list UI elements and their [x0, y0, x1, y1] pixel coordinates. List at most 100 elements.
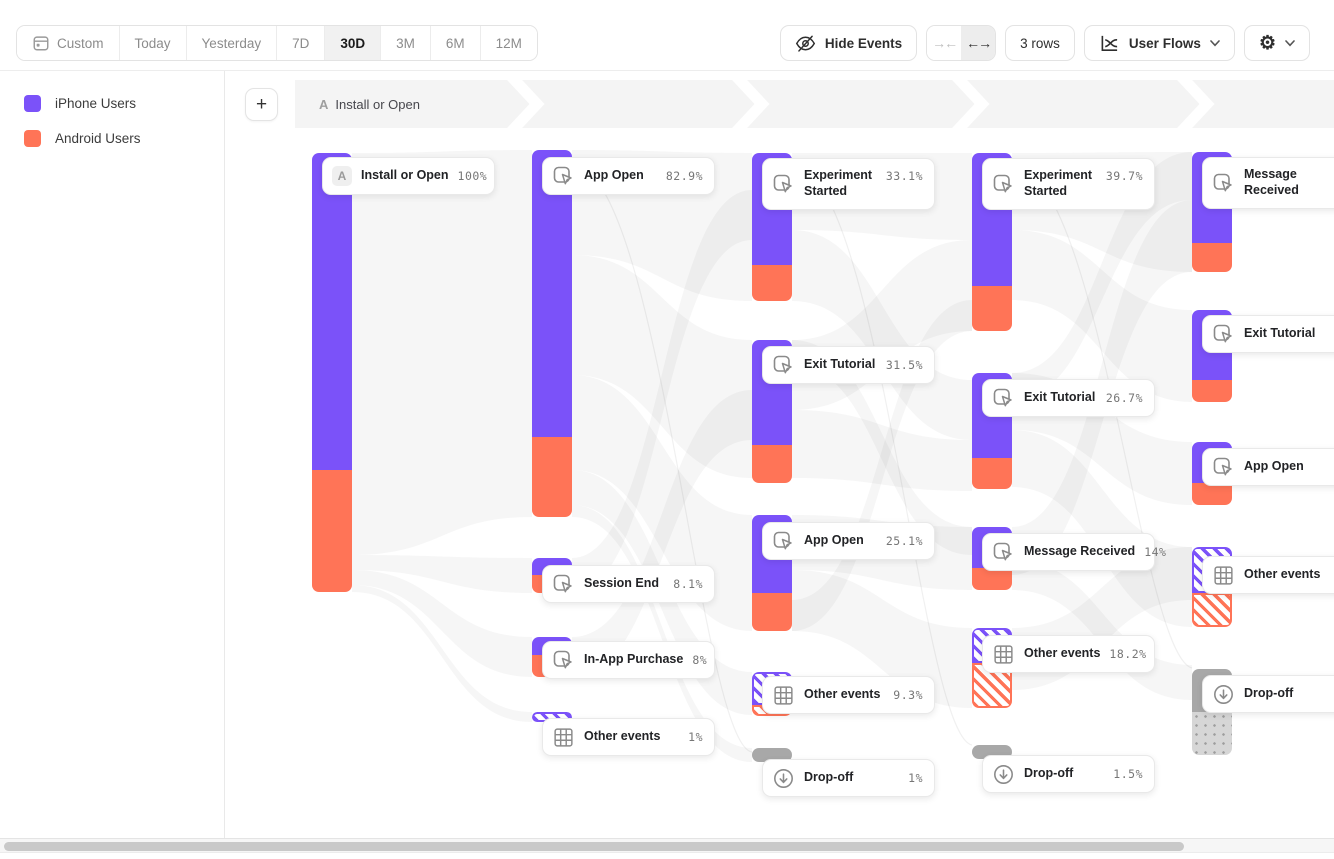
bar-segment [752, 265, 792, 301]
date-preset-yesterday[interactable]: Yesterday [186, 26, 278, 60]
flow-node-app-open[interactable]: App Open 82.9% [542, 157, 715, 195]
node-label: Exit Tutorial [1244, 326, 1316, 341]
date-preset-label: 30D [340, 35, 366, 51]
node-percentage: 31.5% [885, 358, 923, 372]
legend-item-android-users[interactable]: Android Users [24, 130, 224, 147]
add-step-button[interactable]: + [245, 88, 278, 121]
event-cursor-icon [772, 530, 795, 553]
bar-segment [972, 286, 1012, 331]
bar-segment [752, 445, 792, 483]
date-preset-12m[interactable]: 12M [480, 26, 537, 60]
event-cursor-icon [552, 573, 575, 596]
color-swatch [24, 130, 41, 147]
dropoff-arrow-icon [992, 763, 1015, 786]
flow-node-session-end[interactable]: Session End 8.1% [542, 565, 715, 603]
event-cursor-icon [772, 354, 795, 377]
node-label: Other events [804, 687, 881, 702]
flow-node-message-received[interactable]: Message Received [1202, 157, 1334, 209]
node-percentage: 18.2% [1109, 647, 1147, 661]
date-preset-label: Yesterday [201, 35, 262, 51]
settings-button[interactable]: ⚙ [1243, 25, 1310, 61]
eye-off-icon [795, 33, 816, 54]
flow-node-experiment-started[interactable]: Experiment Started 33.1% [762, 158, 935, 210]
event-badge: A [332, 166, 352, 186]
expand-columns-button[interactable]: ←→ [961, 26, 996, 60]
view-selector[interactable]: User Flows [1083, 25, 1235, 61]
event-cursor-icon [1212, 456, 1235, 479]
flow-node-other-events[interactable]: Other events [1202, 556, 1334, 594]
date-preset-label: 12M [495, 35, 522, 51]
horizontal-scrollbar-thumb[interactable] [4, 842, 1184, 851]
event-cursor-icon [1212, 323, 1235, 346]
date-preset-label: Custom [57, 35, 104, 51]
node-label: App Open [1244, 459, 1304, 474]
grid-icon [1212, 564, 1235, 587]
bar-segment-dropoff [752, 748, 792, 762]
flow-node-drop-off[interactable]: Drop-off 1.5% [982, 755, 1155, 793]
step-breadcrumb[interactable]: A Install or Open [319, 80, 420, 128]
date-preset-today[interactable]: Today [119, 26, 187, 60]
flow-node-other-events[interactable]: Other events 1% [542, 718, 715, 756]
date-preset-30d[interactable]: 30D [325, 26, 382, 60]
hide-events-button[interactable]: Hide Events [779, 25, 918, 61]
flow-chart-icon [1099, 34, 1120, 53]
flow-bar-drop-off[interactable] [752, 748, 792, 762]
legend-item-iphone-users[interactable]: iPhone Users [24, 95, 224, 112]
hide-events-label: Hide Events [824, 35, 903, 51]
chevron-down-icon [1285, 39, 1295, 47]
node-label: Message Received [1024, 544, 1136, 559]
collapse-expand-toggle: →← ←→ [926, 25, 997, 61]
event-cursor-icon [992, 541, 1015, 564]
flow-node-exit-tutorial[interactable]: Exit Tutorial 31.5% [762, 346, 935, 384]
date-preset-3m[interactable]: 3M [381, 26, 431, 60]
node-percentage: 100% [457, 169, 488, 183]
flow-node-experiment-started[interactable]: Experiment Started 39.7% [982, 158, 1155, 210]
date-preset-label: 3M [396, 35, 415, 51]
date-preset-6m[interactable]: 6M [430, 26, 481, 60]
node-percentage: 1.5% [1113, 767, 1143, 781]
flow-node-drop-off[interactable]: Drop-off [1202, 675, 1334, 713]
node-label: Drop-off [804, 770, 854, 785]
step-badge: A [319, 96, 329, 112]
bar-segment [1192, 380, 1232, 402]
toolbar-right-controls: Hide Events →← ←→ 3 rows [779, 25, 1310, 61]
collapse-columns-button[interactable]: →← [927, 26, 962, 60]
calendar-icon [32, 34, 50, 52]
horizontal-scrollbar [0, 838, 1334, 853]
user-flows-canvas: A Install or Open + A Install or Open 100%… [225, 71, 1334, 838]
flow-node-app-open[interactable]: App Open [1202, 448, 1334, 486]
grid-icon [992, 643, 1015, 666]
event-cursor-icon [772, 173, 795, 196]
node-percentage: 1% [908, 771, 923, 785]
grid-icon [552, 726, 575, 749]
node-label: Message Received [1244, 167, 1299, 197]
flow-node-other-events[interactable]: Other events 9.3% [762, 676, 935, 714]
legend-label: iPhone Users [55, 96, 137, 111]
flow-node-other-events[interactable]: Other events 18.2% [982, 635, 1155, 673]
date-preset-7d[interactable]: 7D [277, 26, 326, 60]
node-label: Session End [584, 576, 660, 591]
flow-node-install-or-open[interactable]: A Install or Open 100% [322, 157, 495, 195]
flow-node-app-open[interactable]: App Open 25.1% [762, 522, 935, 560]
rows-button[interactable]: 3 rows [1005, 25, 1075, 61]
date-preset-label: Today [134, 35, 171, 51]
flow-bar-install-or-open[interactable] [312, 153, 352, 592]
color-swatch [24, 95, 41, 112]
node-label: Exit Tutorial [804, 357, 876, 372]
node-percentage: 26.7% [1105, 391, 1143, 405]
bar-segment [1192, 243, 1232, 272]
event-cursor-icon [552, 165, 575, 188]
top-toolbar: Custom Today Yesterday 7D 30D 3M 6M 12M Hide Ev… [0, 0, 1334, 71]
bar-segment [752, 593, 792, 631]
flow-node-message-received[interactable]: Message Received 14% [982, 533, 1166, 571]
date-preset-custom[interactable]: Custom [17, 26, 120, 60]
flow-node-exit-tutorial[interactable]: Exit Tutorial [1202, 315, 1334, 353]
flow-node-drop-off[interactable]: Drop-off 1% [762, 759, 935, 797]
plus-icon: + [255, 93, 268, 115]
node-label: Install or Open [361, 168, 449, 183]
dropoff-arrow-icon [772, 767, 795, 790]
flow-node-exit-tutorial[interactable]: Exit Tutorial 26.7% [982, 379, 1155, 417]
flow-bar-app-open[interactable] [532, 150, 572, 517]
flow-node-in-app-purchase[interactable]: In-App Purchase 8% [542, 641, 715, 679]
